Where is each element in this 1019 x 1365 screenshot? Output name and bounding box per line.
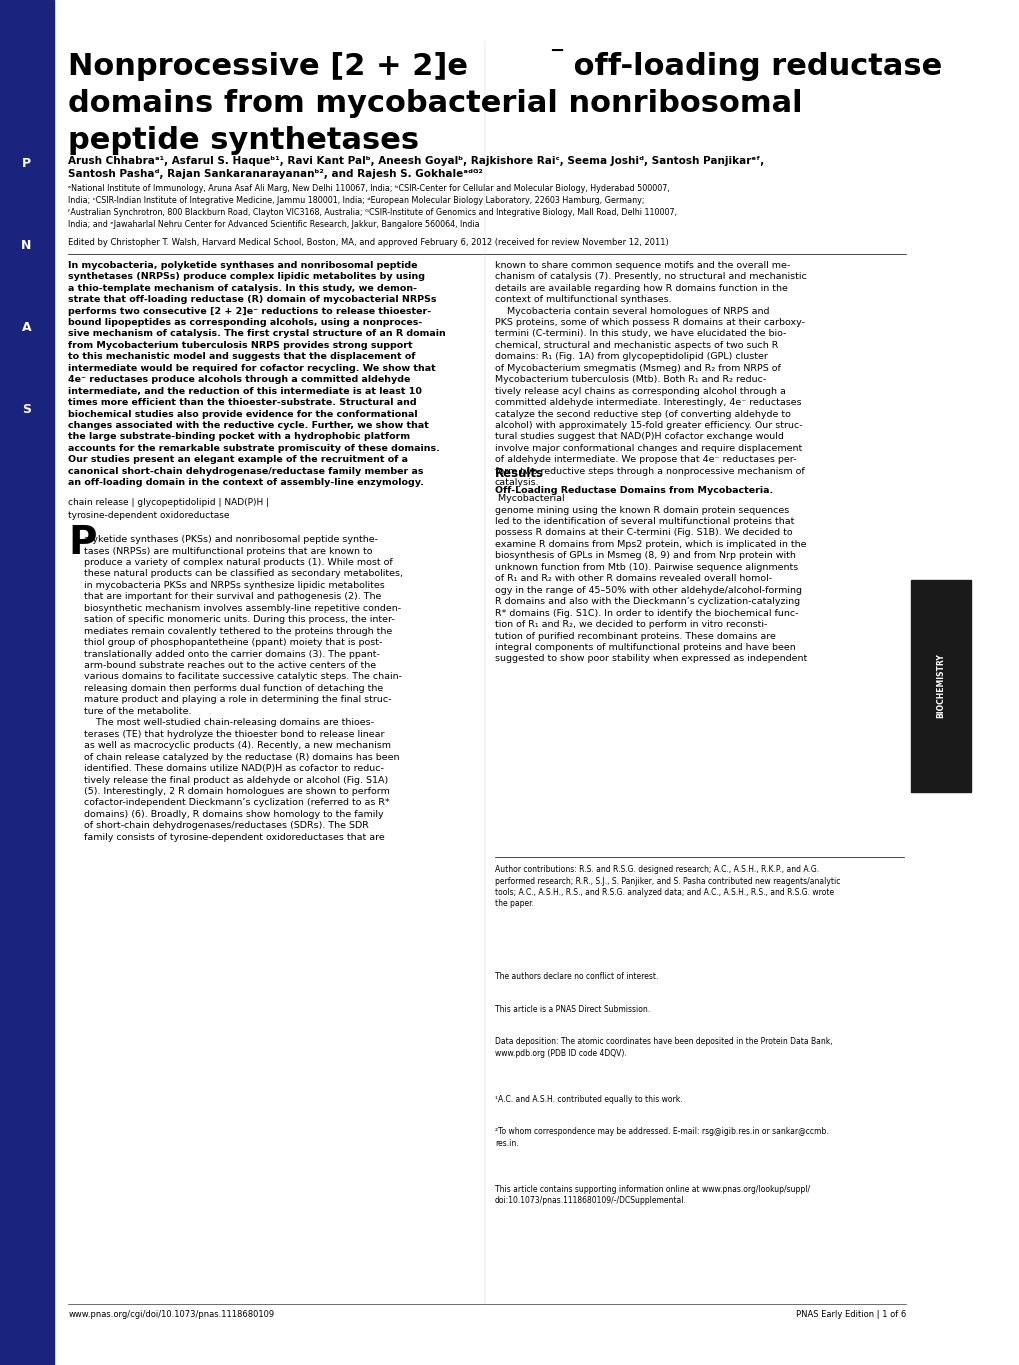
Text: This article is a PNAS Direct Submission.: This article is a PNAS Direct Submission… [494, 1005, 649, 1014]
Text: BIOCHEMISTRY: BIOCHEMISTRY [935, 652, 945, 718]
Text: off-loading reductase: off-loading reductase [562, 52, 942, 81]
Text: Results: Results [494, 467, 543, 480]
Text: P: P [21, 157, 31, 171]
Text: Author contributions: R.S. and R.S.G. designed research; A.C., A.S.H., R.K.P., a: Author contributions: R.S. and R.S.G. de… [494, 865, 840, 908]
Text: Mycobacterial
genome mining using the known R domain protein sequences
led to th: Mycobacterial genome mining using the kn… [494, 494, 806, 663]
Text: Data deposition: The atomic coordinates have been deposited in the Protein Data : Data deposition: The atomic coordinates … [494, 1037, 832, 1058]
Text: Arush Chhabraᵃ¹, Asfarul S. Haqueᵇ¹, Ravi Kant Palᵇ, Aneesh Goyalᵇ, Rajkishore R: Arush Chhabraᵃ¹, Asfarul S. Haqueᵇ¹, Rav… [68, 156, 763, 165]
Text: P: P [68, 524, 97, 562]
Text: ¹A.C. and A.S.H. contributed equally to this work.: ¹A.C. and A.S.H. contributed equally to … [494, 1095, 682, 1104]
Text: Nonprocessive [2 + 2]e: Nonprocessive [2 + 2]e [68, 52, 468, 81]
Text: chain release | glycopeptidolipid | NAD(P)H |: chain release | glycopeptidolipid | NAD(… [68, 498, 269, 508]
Text: In mycobacteria, polyketide synthases and nonribosomal peptide
synthetases (NRPS: In mycobacteria, polyketide synthases an… [68, 261, 445, 487]
Text: tyrosine-dependent oxidoreductase: tyrosine-dependent oxidoreductase [68, 511, 229, 520]
Text: Off-Loading Reductase Domains from Mycobacteria.: Off-Loading Reductase Domains from Mycob… [494, 486, 772, 495]
Text: ²To whom correspondence may be addressed. E-mail: rsg@igib.res.in or sankar@ccmb: ²To whom correspondence may be addressed… [494, 1127, 827, 1148]
Text: Downloaded by guest on September 29, 2021: Downloaded by guest on September 29, 202… [10, 951, 15, 1096]
Text: S: S [21, 403, 31, 416]
Text: domains from mycobacterial nonribosomal: domains from mycobacterial nonribosomal [68, 89, 802, 117]
Text: The authors declare no conflict of interest.: The authors declare no conflict of inter… [494, 972, 657, 981]
Text: Santosh Pashaᵈ, Rajan Sankaranarayananᵇ², and Rajesh S. Gokhaleᵃᵈᴳ²: Santosh Pashaᵈ, Rajan Sankaranarayananᵇ²… [68, 169, 483, 179]
Text: peptide synthetases: peptide synthetases [68, 126, 419, 154]
Text: PNAS Early Edition | 1 of 6: PNAS Early Edition | 1 of 6 [795, 1310, 905, 1320]
Text: known to share common sequence motifs and the overall me-
chanism of catalysis (: known to share common sequence motifs an… [494, 261, 806, 487]
Text: ᵃNational Institute of Immunology, Aruna Asaf Ali Marg, New Delhi 110067, India;: ᵃNational Institute of Immunology, Aruna… [68, 184, 677, 229]
Text: This article contains supporting information online at www.pnas.org/lookup/suppl: This article contains supporting informa… [494, 1185, 809, 1205]
Text: N: N [21, 239, 32, 253]
Text: −: − [548, 42, 564, 60]
Text: A: A [21, 321, 32, 334]
Bar [910, 580, 970, 792]
Bar [0, 0, 54, 1365]
Text: www.pnas.org/cgi/doi/10.1073/pnas.1118680109: www.pnas.org/cgi/doi/10.1073/pnas.111868… [68, 1310, 274, 1320]
Text: Edited by Christopher T. Walsh, Harvard Medical School, Boston, MA, and approved: Edited by Christopher T. Walsh, Harvard … [68, 238, 668, 247]
Text: olyketide synthases (PKSs) and nonribosomal peptide synthe-
tases (NRPSs) are mu: olyketide synthases (PKSs) and nonriboso… [84, 535, 403, 842]
